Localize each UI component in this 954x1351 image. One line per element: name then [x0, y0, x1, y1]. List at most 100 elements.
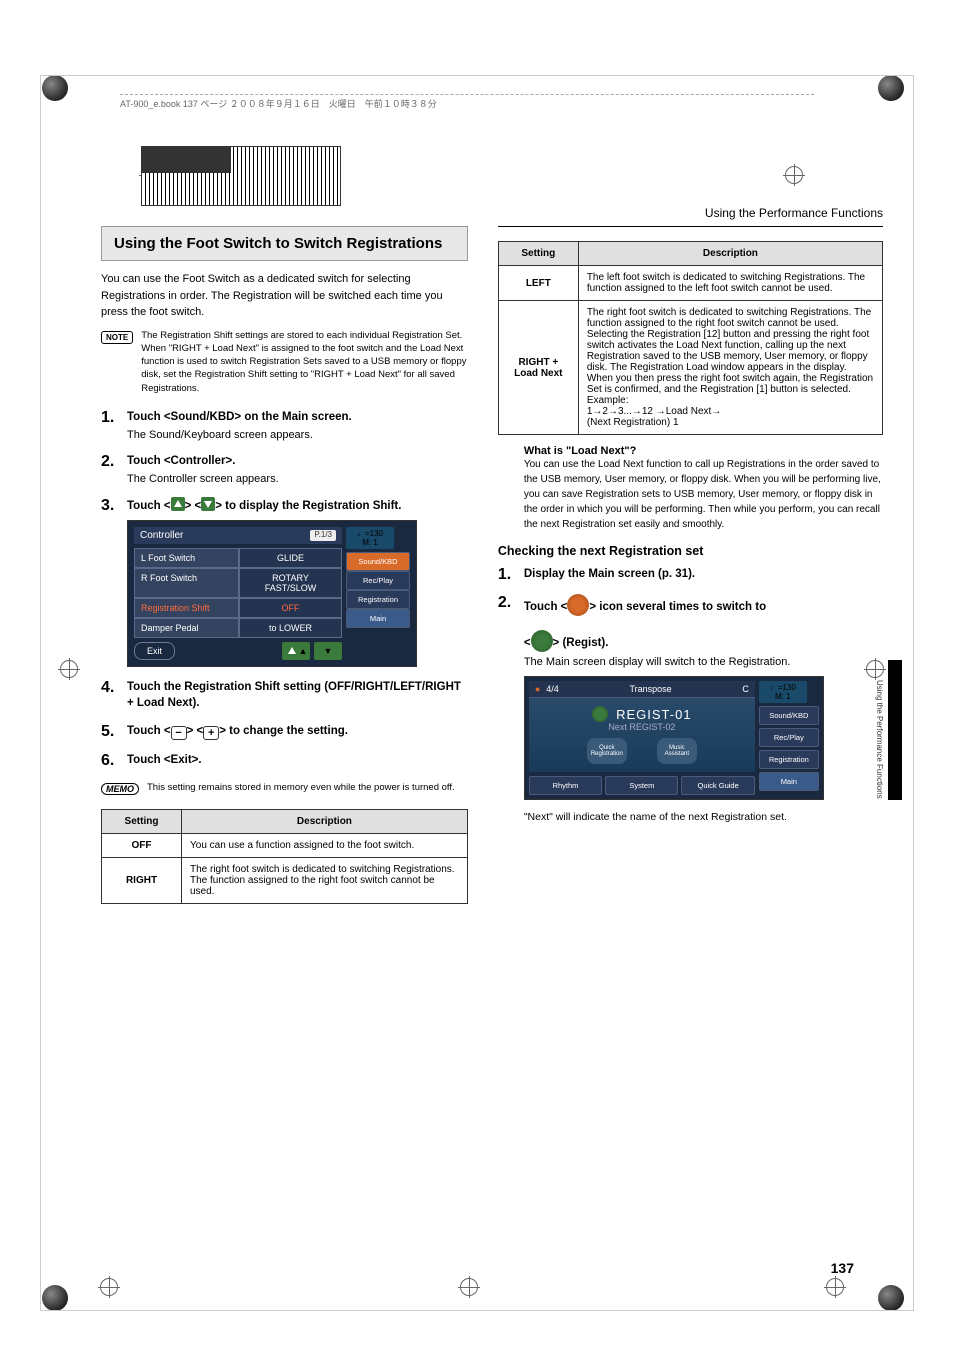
step-head: Touch <Sound/KBD> on the Main screen.	[127, 409, 468, 425]
minus-icon: −	[171, 726, 187, 740]
up-button[interactable]: ▲	[282, 642, 310, 660]
setting-key: LEFT	[498, 266, 578, 301]
page-number: 137	[831, 1260, 854, 1276]
tempo-display: ♩=130 M: 1	[759, 681, 807, 703]
table-row: OFFYou can use a function assigned to th…	[102, 833, 468, 857]
controller-row[interactable]: Damper Pedalto LOWER	[134, 618, 342, 638]
section-title: Using the Foot Switch to Switch Registra…	[101, 226, 468, 261]
triangle-up-icon	[171, 497, 185, 511]
triangle-down-icon	[201, 497, 215, 511]
step-5: Touch <−> <+> to change the setting.	[101, 723, 468, 740]
page-frame: Using the Foot Switch to Switch Registra…	[40, 75, 914, 1311]
side-button[interactable]: Rec/Play	[759, 728, 819, 747]
controller-row[interactable]: L Foot SwitchGLIDE	[134, 548, 342, 568]
note-block: NOTE The Registration Shift settings are…	[101, 329, 468, 395]
bottom-button[interactable]: System	[605, 776, 678, 795]
step-head: Touch <Controller>.	[127, 453, 468, 469]
closing-text: "Next" will indicate the name of the nex…	[524, 810, 883, 826]
loadnext-body: You can use the Load Next function to ca…	[524, 457, 883, 532]
keyboard-illustration	[141, 146, 341, 206]
right-steps: Display the Main screen (p. 31). Touch <…	[498, 566, 883, 826]
th-description: Description	[182, 809, 468, 833]
setting-key: RIGHT + Load Next	[498, 301, 578, 435]
step-head: Touch <−> <+> to change the setting.	[127, 723, 468, 740]
settings-table-right: Setting Description LEFTThe left foot sw…	[498, 241, 883, 435]
bottom-button[interactable]: Quick Guide	[681, 776, 754, 795]
time-sig: 4/4	[546, 684, 559, 694]
table-row: RIGHT + Load NextThe right foot switch i…	[498, 301, 882, 435]
intro-text: You can use the Foot Switch as a dedicat…	[101, 271, 468, 321]
bottom-button[interactable]: Rhythm	[529, 776, 602, 795]
step-body: The Sound/Keyboard screen appears.	[127, 429, 468, 441]
next-regist: Next REGIST-02	[537, 722, 747, 732]
music-assist-chip[interactable]: Music Assistant	[657, 738, 697, 764]
note-text: The Registration Shift settings are stor…	[141, 329, 468, 395]
side-button[interactable]: Registration	[346, 590, 410, 609]
step-6: Touch <Exit>.	[101, 752, 468, 768]
step-head: Display the Main screen (p. 31).	[524, 566, 883, 582]
setting-key: RIGHT	[102, 857, 182, 903]
regist-name: REGIST-01	[616, 707, 691, 722]
main-screenshot: ● 4/4 Transpose C REGIST-01	[524, 676, 824, 800]
side-button[interactable]: Rec/Play	[346, 571, 410, 590]
row-label: R Foot Switch	[134, 568, 239, 598]
step-body: The Main screen display will switch to t…	[524, 656, 883, 668]
registration-mark	[826, 1278, 844, 1296]
table-row: LEFTThe left foot switch is dedicated to…	[498, 266, 882, 301]
registration-mark	[60, 660, 78, 678]
tempo-display: ♩=130 M: 1	[346, 527, 394, 549]
memo-block: MEMO This setting remains stored in memo…	[101, 781, 468, 795]
registration-mark	[460, 1278, 478, 1296]
right-column: Using the Performance Functions Setting …	[498, 146, 883, 904]
quick-reg-chip[interactable]: Quick Registration	[587, 738, 627, 764]
loadnext-heading: What is "Load Next"?	[524, 445, 883, 457]
step-head: Touch <> icon several times to switch to	[524, 594, 883, 616]
row-label: Damper Pedal	[134, 618, 239, 638]
th-setting: Setting	[102, 809, 182, 833]
th-description: Description	[578, 242, 882, 266]
row-label: L Foot Switch	[134, 548, 239, 568]
side-button[interactable]: Sound/KBD	[346, 552, 410, 571]
setting-key: OFF	[102, 833, 182, 857]
controller-row[interactable]: R Foot SwitchROTARY FAST/SLOW	[134, 568, 342, 598]
running-head: Using the Performance Functions	[498, 206, 883, 220]
divider	[498, 226, 883, 227]
r-step-1: Display the Main screen (p. 31).	[498, 566, 883, 582]
setting-desc: You can use a function assigned to the f…	[182, 833, 468, 857]
th-setting: Setting	[498, 242, 578, 266]
down-button[interactable]: ▼	[314, 642, 342, 660]
regist-icon	[592, 706, 608, 722]
side-button[interactable]: Sound/KBD	[759, 706, 819, 725]
side-button[interactable]: Main	[759, 772, 819, 791]
table-row: RIGHTThe right foot switch is dedicated …	[102, 857, 468, 903]
registration-mark	[866, 660, 884, 678]
controller-row[interactable]: Registration ShiftOFF	[134, 598, 342, 618]
step-body: The Controller screen appears.	[127, 473, 468, 485]
setting-desc: The left foot switch is dedicated to swi…	[578, 266, 882, 301]
step-3: Touch <> <> to display the Registration …	[101, 497, 468, 667]
row-value: ROTARY FAST/SLOW	[239, 568, 342, 598]
row-value: to LOWER	[239, 618, 342, 638]
step-2: Touch <Controller>. The Controller scree…	[101, 453, 468, 485]
memo-text: This setting remains stored in memory ev…	[147, 781, 455, 794]
step-head: Touch <> <> to display the Registration …	[127, 497, 468, 514]
r-step-2: Touch <> icon several times to switch to…	[498, 594, 883, 826]
side-button[interactable]: Main	[346, 609, 410, 628]
transpose-val: C	[742, 684, 749, 694]
registration-mark	[785, 166, 803, 184]
row-value: GLIDE	[239, 548, 342, 568]
regist-icon	[531, 630, 553, 652]
memo-badge: MEMO	[101, 783, 139, 795]
step-head-line2: <> (Regist).	[524, 630, 883, 652]
step-1: Touch <Sound/KBD> on the Main screen. Th…	[101, 409, 468, 441]
steps-list: Touch <Sound/KBD> on the Main screen. Th…	[101, 409, 468, 769]
side-tab-label: Using the Performance Functions	[875, 680, 884, 799]
note-badge: NOTE	[101, 331, 133, 344]
row-value: OFF	[239, 598, 342, 618]
side-button[interactable]: Registration	[759, 750, 819, 769]
ss-page-indicator: P.1/3	[310, 530, 336, 541]
step-head: Touch the Registration Shift setting (OF…	[127, 679, 468, 711]
step-head: Touch <Exit>.	[127, 752, 468, 768]
plus-icon: +	[203, 726, 219, 740]
exit-button[interactable]: Exit	[134, 642, 175, 660]
